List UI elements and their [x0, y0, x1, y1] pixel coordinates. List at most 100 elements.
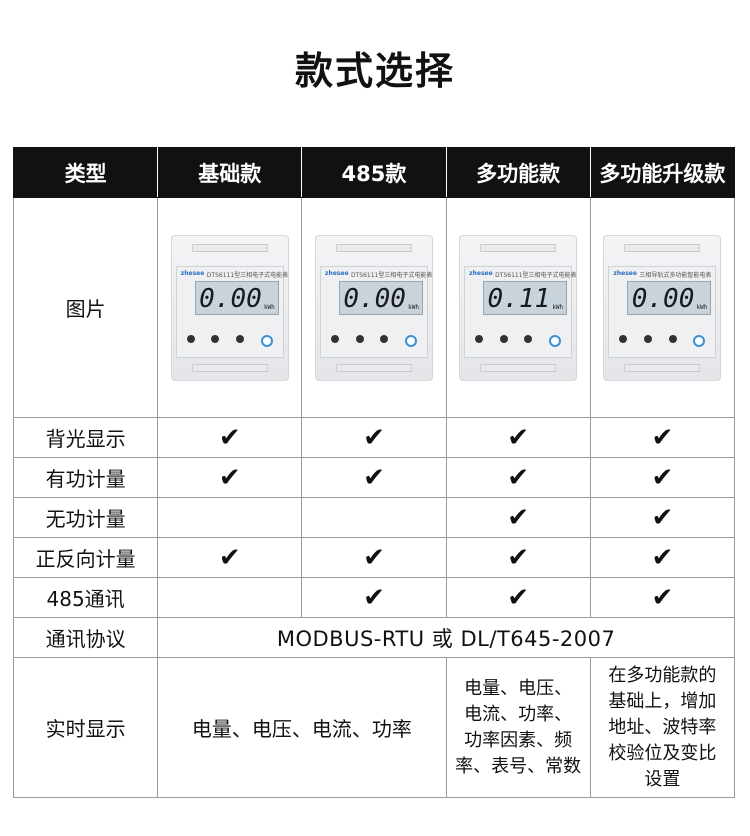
meter-reading: 0.00	[343, 283, 406, 314]
row-label: 实时显示	[12, 657, 159, 798]
meter-lcd: 0.11 kWh	[483, 280, 568, 315]
check-icon: ✔	[507, 502, 530, 533]
text-line: 基础上，增加	[608, 690, 717, 712]
check-icon: ✔	[507, 422, 530, 453]
feature-cell: ✔	[589, 537, 736, 578]
row-label: 无功计量	[12, 497, 159, 538]
meter-image-cell: zhesee DTS6111型三相电子式电能表 0.00 kWh	[301, 197, 447, 418]
check-icon: ✔	[218, 462, 241, 493]
feature-cell: ✔	[589, 417, 736, 458]
realtime-basic: 电量、电压、电流、功率	[157, 657, 447, 798]
page-title: 款式选择	[294, 49, 455, 93]
text-line: 电量、电压、	[464, 677, 573, 699]
header-485: 485款	[301, 147, 447, 198]
energy-meter-image: zhesee DTS6111型三相电子式电能表 0.00 kWh	[170, 234, 289, 381]
din-rail-clip	[480, 243, 557, 252]
comparison-table: 类型 基础款 485款 多功能款 多功能升级款 图片 zhesee DTS611…	[12, 147, 736, 798]
text-line: 地址、波特率	[608, 716, 717, 738]
text-line: 在多功能款的	[608, 664, 717, 686]
check-icon: ✔	[651, 462, 674, 493]
check-icon: ✔	[218, 422, 241, 453]
row-label: 背光显示	[12, 417, 159, 458]
feature-cell: ✔	[589, 577, 736, 618]
energy-meter-image: zhesee DTS6111型三相电子式电能表 0.11 kWh	[459, 234, 578, 381]
feature-cell-empty	[157, 577, 303, 618]
feature-cell: ✔	[157, 417, 303, 458]
meter-model: DTS6111型三相电子式电能表	[350, 271, 433, 279]
check-icon: ✔	[651, 422, 674, 453]
meter-unit: kWh	[263, 303, 275, 311]
check-icon: ✔	[651, 542, 674, 573]
meter-indicators	[475, 334, 562, 347]
meter-image-cell: zhesee 三相导轨式多功能智能电表 0.00 kWh	[589, 197, 736, 418]
feature-cell: ✔	[301, 537, 447, 578]
feature-cell: ✔	[301, 457, 447, 498]
din-rail-clip	[624, 243, 701, 252]
meter-unit: kWh	[408, 303, 419, 311]
din-rail-clip	[191, 243, 268, 252]
meter-unit: kWh	[552, 303, 564, 311]
feature-cell-empty	[301, 497, 447, 538]
realtime-multi: 电量、电压、 电流、功率、 功率因素、频 率、表号、常数	[445, 657, 591, 798]
row-label: 通讯协议	[12, 617, 159, 658]
meter-lcd: 0.00 kWh	[627, 280, 712, 315]
text-line: 校验位及变比	[608, 742, 717, 764]
header-type: 类型	[12, 147, 159, 198]
check-icon: ✔	[218, 542, 241, 573]
feature-cell: ✔	[445, 497, 591, 538]
check-icon: ✔	[363, 462, 385, 493]
text-line: 设置	[644, 768, 681, 790]
meter-brand-logo: zhesee	[469, 269, 493, 277]
check-icon: ✔	[363, 582, 385, 613]
feature-row: 无功计量 ✔ ✔	[12, 497, 736, 538]
energy-meter-image: zhesee 三相导轨式多功能智能电表 0.00 kWh	[603, 234, 722, 381]
meter-face: zhesee DTS6111型三相电子式电能表 0.00 kWh	[175, 265, 288, 358]
header-upgrade: 多功能升级款	[589, 147, 736, 198]
feature-cell: ✔	[589, 497, 736, 538]
meter-unit: kWh	[696, 303, 708, 311]
feature-row: 485通讯 ✔ ✔ ✔	[12, 577, 736, 618]
meter-brand-logo: zhesee	[613, 269, 637, 277]
din-rail-clip	[191, 363, 268, 372]
feature-cell: ✔	[445, 417, 591, 458]
feature-cell: ✔	[445, 457, 591, 498]
feature-row: 有功计量 ✔ ✔ ✔ ✔	[12, 457, 736, 498]
row-label: 图片	[12, 197, 159, 418]
din-rail-clip	[335, 363, 412, 372]
meter-indicators	[619, 334, 706, 347]
image-row: 图片 zhesee DTS6111型三相电子式电能表 0.00 kWh zhese…	[12, 197, 736, 418]
din-rail-clip	[335, 243, 412, 252]
feature-row: 背光显示 ✔ ✔ ✔ ✔	[12, 417, 736, 458]
meter-model: DTS6111型三相电子式电能表	[206, 271, 289, 279]
realtime-row: 实时显示 电量、电压、电流、功率 电量、电压、 电流、功率、 功率因素、频 率、…	[12, 657, 736, 798]
din-rail-clip	[480, 363, 557, 372]
header-basic: 基础款	[157, 147, 303, 198]
feature-cell: ✔	[157, 537, 303, 578]
meter-brand-logo: zhesee	[180, 269, 205, 277]
meter-reading: 0.00	[199, 283, 262, 314]
meter-indicators	[186, 334, 273, 347]
check-icon: ✔	[651, 582, 674, 613]
meter-indicators	[330, 334, 417, 347]
check-icon: ✔	[651, 502, 674, 533]
meter-image-cell: zhesee DTS6111型三相电子式电能表 0.00 kWh	[157, 197, 303, 418]
feature-cell: ✔	[301, 577, 447, 618]
row-label: 正反向计量	[12, 537, 159, 578]
meter-face: zhesee DTS6111型三相电子式电能表 0.11 kWh	[464, 265, 577, 358]
feature-cell-empty	[157, 497, 303, 538]
meter-lcd: 0.00 kWh	[194, 280, 279, 315]
feature-cell: ✔	[301, 417, 447, 458]
feature-row: 正反向计量 ✔ ✔ ✔ ✔	[12, 537, 736, 578]
protocol-row: 通讯协议 MODBUS-RTU 或 DL/T645-2007	[12, 617, 735, 658]
meter-reading: 0.00	[631, 283, 695, 314]
check-icon: ✔	[363, 422, 385, 453]
feature-cell: ✔	[445, 577, 591, 618]
meter-image-cell: zhesee DTS6111型三相电子式电能表 0.11 kWh	[445, 197, 591, 418]
meter-model: DTS6111型三相电子式电能表	[495, 271, 577, 279]
meter-reading: 0.11	[487, 283, 551, 314]
header-multi: 多功能款	[445, 147, 591, 198]
meter-face: zhesee 三相导轨式多功能智能电表 0.00 kWh	[608, 265, 717, 358]
check-icon: ✔	[507, 582, 530, 613]
feature-cell: ✔	[589, 457, 736, 498]
text-line: 电流、功率、	[464, 703, 573, 725]
